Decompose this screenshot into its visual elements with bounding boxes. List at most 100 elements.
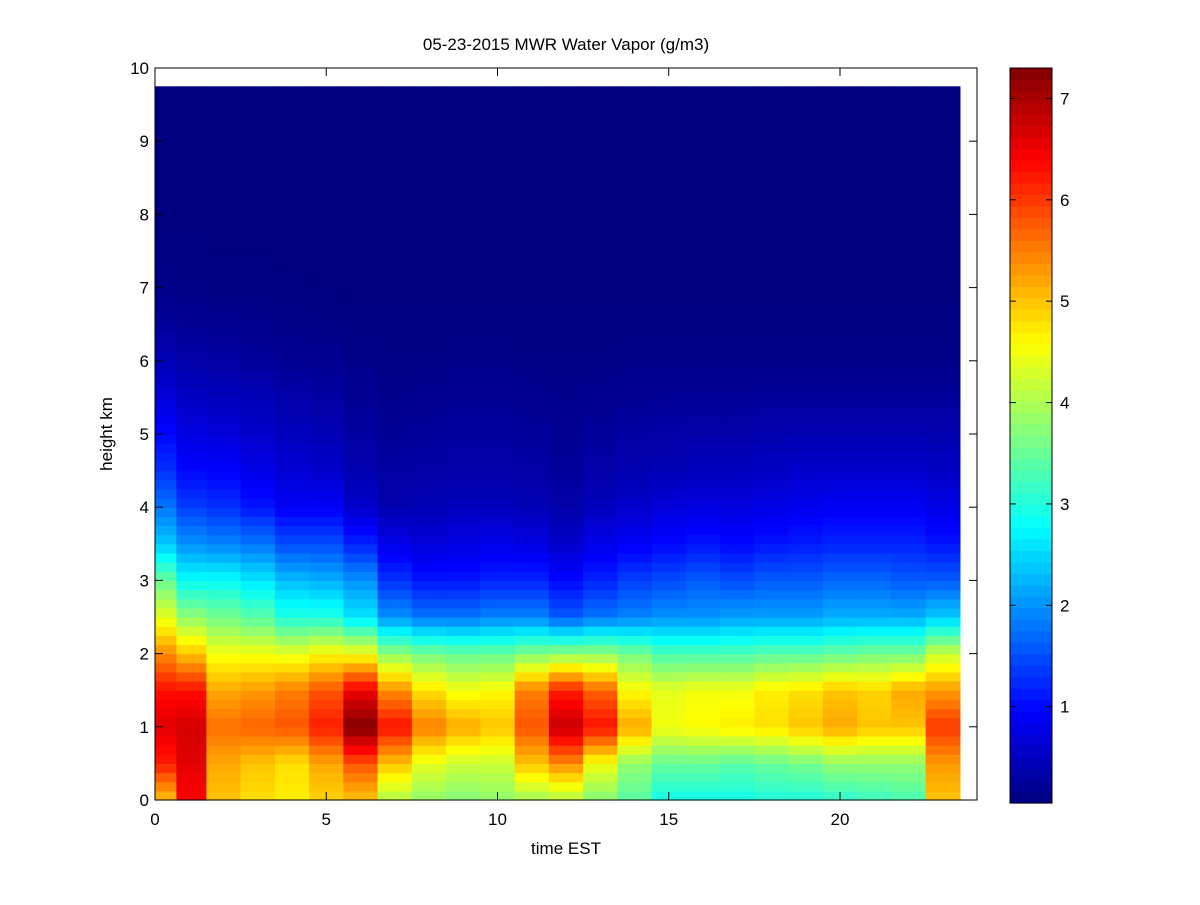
heatmap-cell [480, 95, 516, 106]
heatmap-cell [720, 397, 755, 408]
colorbar-swatch [1010, 424, 1052, 437]
heatmap-cell [240, 150, 276, 161]
heatmap-cell [548, 580, 584, 591]
heatmap-cell [822, 342, 858, 353]
heatmap-cell [514, 342, 550, 353]
heatmap-cell [446, 671, 481, 682]
heatmap-cell [480, 104, 516, 115]
heatmap-cell [309, 617, 344, 627]
heatmap-cell [411, 498, 447, 508]
heatmap-cell [411, 342, 447, 353]
heatmap-cell [822, 671, 858, 682]
heatmap-cell [754, 516, 790, 527]
heatmap-cell [309, 278, 344, 289]
heatmap-cell [155, 717, 178, 728]
heatmap-cell [411, 141, 447, 151]
heatmap-cell [583, 269, 618, 280]
heatmap-cell [891, 552, 927, 563]
heatmap-cell [583, 781, 618, 792]
heatmap-cell [309, 159, 344, 170]
heatmap-cell [240, 699, 276, 710]
heatmap-cell [240, 781, 276, 792]
heatmap-cell [925, 95, 961, 106]
heatmap-cell [617, 498, 653, 508]
heatmap-cell [583, 571, 618, 581]
heatmap-cell [788, 333, 824, 344]
heatmap-cell [343, 122, 379, 133]
heatmap-cell [788, 470, 824, 481]
heatmap-cell [720, 662, 755, 673]
heatmap-cell [206, 543, 242, 554]
heatmap-cell [411, 159, 447, 170]
heatmap-cell [309, 443, 344, 453]
heatmap-cell [857, 726, 892, 737]
heatmap-cell [274, 251, 310, 261]
heatmap-cell [176, 690, 207, 700]
heatmap-column [617, 86, 653, 801]
heatmap-cell [155, 379, 178, 389]
heatmap-cell [206, 516, 242, 527]
heatmap-cell [514, 699, 550, 710]
heatmap-cell [720, 507, 755, 517]
heatmap-cell [274, 342, 310, 353]
heatmap-cell [617, 708, 653, 719]
heatmap-cell [480, 690, 516, 700]
heatmap-cell [343, 781, 379, 792]
heatmap-cell [343, 369, 379, 380]
colorbar-swatch [1010, 699, 1052, 712]
heatmap-cell [754, 132, 790, 142]
heatmap-cell [548, 315, 584, 325]
heatmap-cell [857, 754, 892, 764]
heatmap-cell [514, 177, 550, 188]
heatmap-cell [788, 754, 824, 764]
heatmap-cell [617, 589, 653, 600]
heatmap-cell [617, 214, 653, 225]
heatmap-cell [274, 360, 310, 371]
heatmap-cell [857, 296, 892, 307]
heatmap-cell [377, 653, 413, 664]
heatmap-cell [155, 424, 178, 435]
heatmap-cell [309, 95, 344, 106]
heatmap-cell [891, 95, 927, 106]
heatmap-cell [822, 397, 858, 408]
heatmap-cell [720, 699, 755, 710]
heatmap-cell [651, 232, 687, 243]
heatmap-cell [480, 635, 516, 646]
heatmap-cell [206, 388, 242, 398]
heatmap-cell [155, 589, 178, 600]
heatmap-cell [206, 214, 242, 225]
heatmap-cell [651, 735, 687, 746]
heatmap-cell [446, 434, 481, 444]
heatmap-cell [583, 315, 618, 325]
heatmap-cell [446, 607, 481, 618]
heatmap-cell [822, 543, 858, 554]
colorbar-swatch [1010, 734, 1052, 747]
heatmap-cell [240, 717, 276, 728]
heatmap-cell [925, 662, 961, 673]
heatmap-cell [377, 415, 413, 426]
heatmap-cell [274, 635, 310, 646]
heatmap-cell [446, 461, 481, 472]
heatmap-cell [480, 589, 516, 600]
heatmap-cell [377, 662, 413, 673]
heatmap-cell [720, 260, 755, 270]
heatmap-cell [857, 690, 892, 700]
heatmap-cell [206, 552, 242, 563]
heatmap-cell [206, 626, 242, 636]
heatmap-cell [720, 479, 755, 490]
heatmap-cell [891, 735, 927, 746]
colorbar-swatch [1010, 642, 1052, 655]
heatmap-cell [617, 159, 653, 170]
heatmap-cell [155, 479, 178, 490]
heatmap-cell [480, 196, 516, 206]
heatmap-cell [617, 552, 653, 563]
heatmap-column [411, 86, 447, 801]
heatmap-cell [617, 434, 653, 444]
heatmap-cell [240, 617, 276, 627]
heatmap-cell [617, 772, 653, 783]
heatmap-cell [343, 150, 379, 161]
heatmap-cell [548, 562, 584, 572]
heatmap-cell [155, 260, 178, 270]
heatmap-cell [176, 369, 207, 380]
